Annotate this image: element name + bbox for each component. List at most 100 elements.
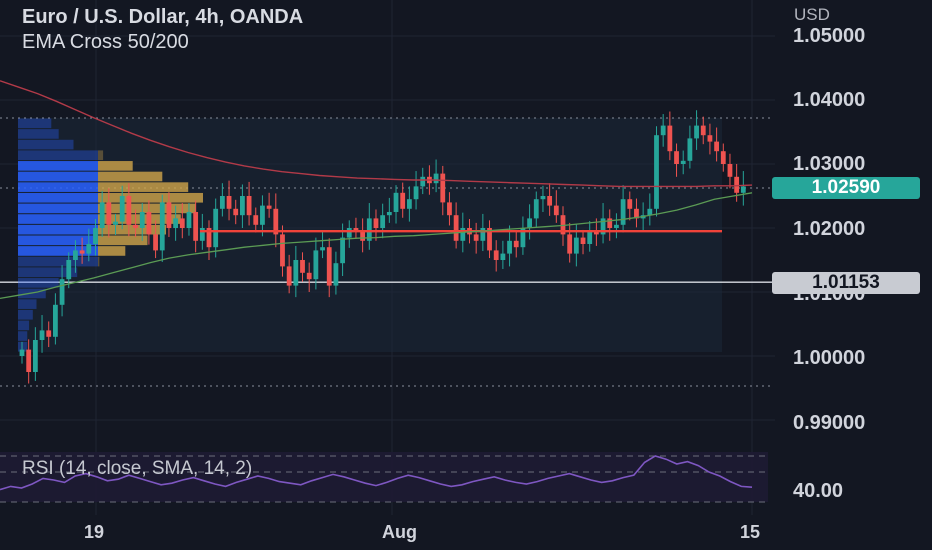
candle-body [293, 260, 299, 286]
candle-body [420, 176, 426, 187]
volume-profile-bar [18, 309, 33, 320]
candle-body [186, 212, 192, 228]
volume-profile-bar [18, 331, 28, 341]
candle-body [300, 260, 305, 273]
volume-profile-bar [98, 235, 148, 246]
indicator-label[interactable]: EMA Cross 50/200 [22, 31, 189, 53]
volume-profile-bar [18, 203, 98, 214]
candle-body [674, 151, 679, 164]
volume-profile [18, 118, 203, 352]
candle-body [393, 192, 399, 212]
candle-body [386, 212, 392, 216]
candle-body [727, 164, 733, 177]
rsi-pane [0, 452, 768, 503]
candle-body [400, 192, 406, 209]
volume-profile-bar [18, 224, 98, 235]
candle-body [240, 196, 245, 216]
candle-body [39, 330, 45, 340]
volume-profile-bar [18, 182, 98, 192]
horizontal-line-price-tag[interactable]: 1.01153 [772, 272, 920, 294]
candle-body [273, 208, 279, 235]
volume-profile-bar [18, 267, 78, 278]
candle-body [720, 151, 726, 164]
volume-profile-bar [98, 171, 163, 182]
candle-body [714, 141, 720, 152]
candle-body [153, 234, 158, 251]
candle-body [567, 234, 573, 254]
volume-profile-bar [18, 150, 98, 161]
volume-profile-bar [98, 161, 133, 171]
candle-body [654, 135, 659, 209]
candle-body [119, 196, 125, 222]
candle-body [126, 196, 132, 225]
candle-body [560, 215, 566, 235]
volume-profile-bar [18, 320, 30, 331]
candle-body [306, 272, 312, 280]
candle-body [587, 231, 593, 244]
candle-body [106, 202, 112, 225]
candle-body [360, 231, 366, 241]
candle-body [700, 125, 706, 136]
candle-body [520, 228, 526, 248]
candle-body [373, 218, 379, 228]
candle-body [139, 212, 145, 228]
candle-body [480, 228, 486, 241]
rsi-indicator-label[interactable]: RSI (14, close, SMA, 14, 2) [22, 458, 253, 479]
symbol-title[interactable]: Euro / U.S. Dollar, 4h, OANDA [22, 6, 304, 28]
candle-body [413, 186, 419, 200]
candle-body [193, 212, 199, 241]
candle-body [286, 266, 292, 286]
candle-body [52, 304, 58, 337]
candle-body [253, 215, 259, 225]
candle-body [79, 250, 85, 254]
candle-body [166, 202, 172, 228]
candle-body [527, 218, 532, 228]
candle-body [313, 250, 319, 280]
candle-body [26, 349, 32, 372]
candle-body [614, 224, 619, 228]
candle-body [473, 234, 479, 241]
ema-200-line [0, 80, 753, 188]
candle-body [173, 218, 179, 228]
candle-body [199, 228, 205, 241]
candle-body [66, 260, 72, 280]
candle-body [447, 202, 452, 216]
price-axis-label: 1.00000 [793, 347, 866, 369]
candle-body [667, 125, 673, 152]
candle-body [233, 208, 239, 216]
candle-body [86, 244, 92, 254]
candle-body [226, 196, 232, 209]
candle-body [260, 205, 265, 225]
candle-body [707, 135, 713, 142]
candle-body [734, 176, 740, 193]
volume-profile-bar [18, 341, 28, 352]
candle-body [620, 199, 626, 225]
volume-profile-bar [98, 182, 189, 192]
candle-body [493, 250, 499, 260]
candle-body [246, 196, 252, 216]
candle-body [573, 237, 579, 254]
price-axis-label: 1.04000 [793, 89, 866, 111]
candle-body [580, 237, 586, 244]
candle-body [500, 253, 506, 260]
candle-body [433, 173, 439, 184]
candle-body [513, 240, 519, 248]
currency-unit-label[interactable]: USD [794, 5, 830, 24]
candle-body [440, 173, 446, 203]
volume-profile-bar [18, 139, 74, 150]
candle-body [333, 263, 339, 286]
candle-body [340, 237, 345, 264]
candle-body [280, 234, 285, 267]
time-axis-label: 19 [84, 522, 105, 542]
volume-profile-bar [98, 192, 203, 203]
candle-body [593, 231, 599, 235]
candle-body [694, 125, 699, 139]
candle-body [346, 228, 352, 238]
candle-body [326, 247, 332, 286]
candle-body [660, 125, 666, 136]
chart-grid [0, 0, 775, 515]
candle-body [680, 160, 686, 164]
candle-body [206, 228, 212, 248]
candle-body [627, 199, 633, 209]
